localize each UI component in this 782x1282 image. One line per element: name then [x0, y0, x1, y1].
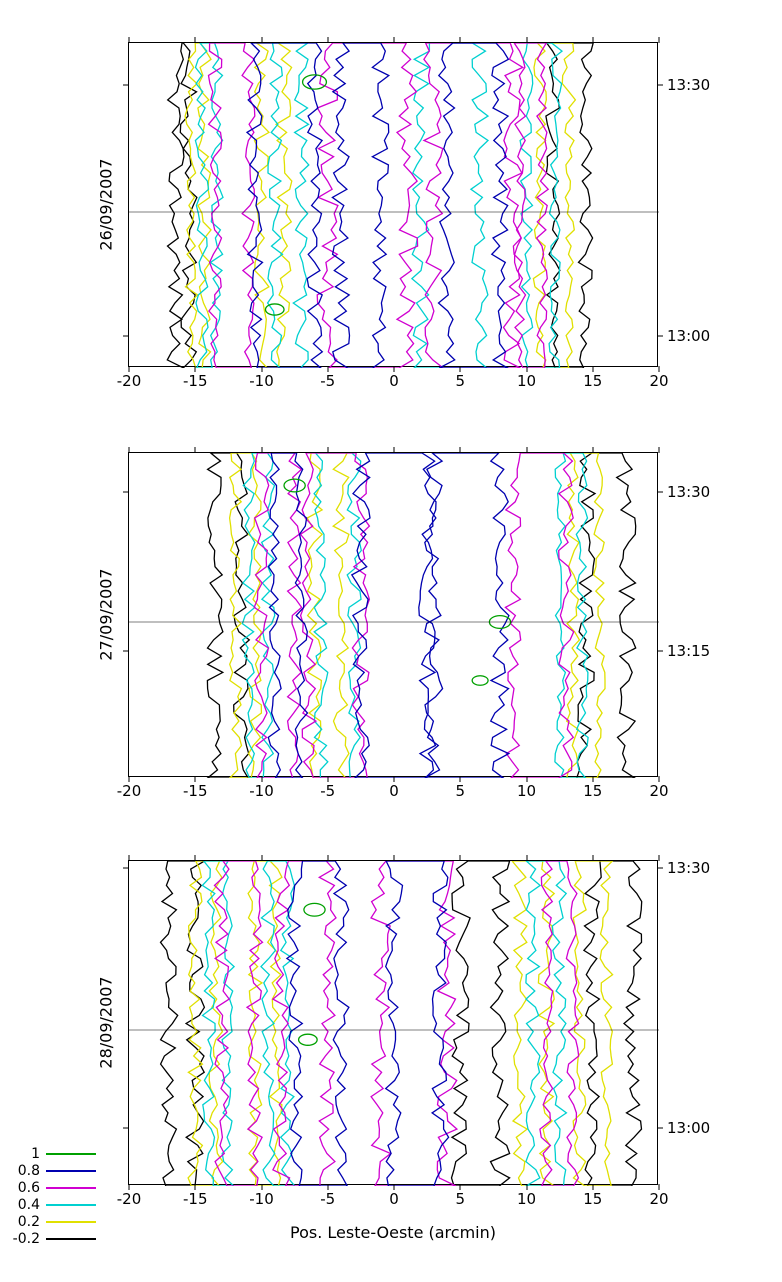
y-tick-label: 13:00 [667, 327, 710, 345]
x-tick-label: -15 [183, 782, 208, 800]
x-tick-label: 20 [649, 782, 668, 800]
contour-panel-2: -20-15-10-50510152013:3013:00 [128, 860, 658, 1185]
legend-label: 0.2 [6, 1214, 40, 1230]
x-tick-label: 10 [517, 782, 536, 800]
x-tick-label: 10 [517, 1190, 536, 1208]
contour-panel-1: -20-15-10-50510152013:3013:15 [128, 452, 658, 777]
panel-left-label: 26/09/2007 [97, 158, 116, 250]
x-tick-label: -5 [320, 1190, 335, 1208]
x-tick-label: -20 [117, 372, 142, 390]
legend-item: -0.2 [6, 1230, 96, 1247]
legend: 10.80.60.40.2-0.2 [6, 1145, 96, 1247]
legend-item: 0.2 [6, 1213, 96, 1230]
contour-svg [129, 861, 659, 1186]
y-tick-label: 13:30 [667, 859, 710, 877]
x-tick-label: 0 [389, 372, 399, 390]
legend-swatch [46, 1170, 96, 1172]
contour-svg [129, 453, 659, 778]
x-tick-label: -10 [249, 782, 274, 800]
y-tick-label: 13:15 [667, 642, 710, 660]
contour-panel-0: -20-15-10-50510152013:3013:00 [128, 42, 658, 367]
x-tick-label: -10 [249, 372, 274, 390]
x-tick-label: 15 [583, 1190, 602, 1208]
x-tick-label: -15 [183, 1190, 208, 1208]
legend-label: 0.4 [6, 1197, 40, 1213]
legend-label: 0.6 [6, 1180, 40, 1196]
x-axis-label: Pos. Leste-Oeste (arcmin) [290, 1223, 496, 1242]
legend-swatch [46, 1221, 96, 1223]
x-tick-label: 5 [455, 372, 465, 390]
x-tick-label: -10 [249, 1190, 274, 1208]
x-tick-label: -5 [320, 372, 335, 390]
x-tick-label: -15 [183, 372, 208, 390]
legend-item: 0.6 [6, 1179, 96, 1196]
x-tick-label: 5 [455, 1190, 465, 1208]
legend-label: 1 [6, 1146, 40, 1162]
x-tick-label: 20 [649, 372, 668, 390]
legend-swatch [46, 1187, 96, 1189]
legend-swatch [46, 1204, 96, 1206]
x-tick-label: -20 [117, 782, 142, 800]
x-tick-label: 0 [389, 782, 399, 800]
x-tick-label: -5 [320, 782, 335, 800]
x-tick-label: 15 [583, 372, 602, 390]
x-tick-label: -20 [117, 1190, 142, 1208]
x-tick-label: 0 [389, 1190, 399, 1208]
panel-left-label: 28/09/2007 [97, 976, 116, 1068]
x-tick-label: 5 [455, 782, 465, 800]
x-tick-label: 15 [583, 782, 602, 800]
x-tick-label: 10 [517, 372, 536, 390]
panel-left-label: 27/09/2007 [97, 568, 116, 660]
y-tick-label: 13:30 [667, 483, 710, 501]
legend-item: 0.8 [6, 1162, 96, 1179]
legend-swatch [46, 1238, 96, 1240]
contour-svg [129, 43, 659, 368]
legend-label: 0.8 [6, 1163, 40, 1179]
y-tick-label: 13:30 [667, 76, 710, 94]
y-tick-label: 13:00 [667, 1119, 710, 1137]
x-tick-label: 20 [649, 1190, 668, 1208]
legend-item: 1 [6, 1145, 96, 1162]
legend-swatch [46, 1153, 96, 1155]
legend-label: -0.2 [6, 1231, 40, 1247]
legend-item: 0.4 [6, 1196, 96, 1213]
